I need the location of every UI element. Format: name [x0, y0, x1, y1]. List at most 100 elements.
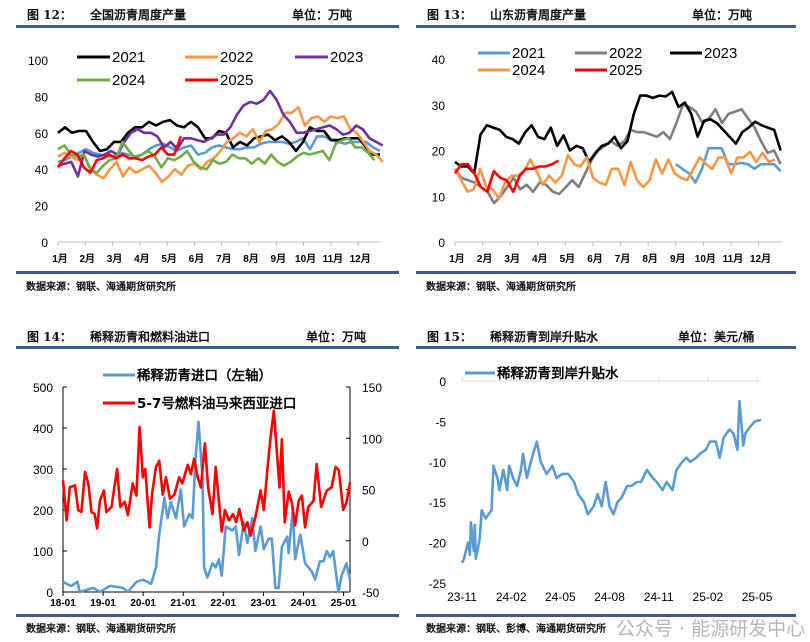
legend-label: 2023 — [330, 49, 363, 66]
footer-rule — [16, 271, 399, 274]
x-tick-label: 7月 — [615, 253, 631, 265]
series-line-2022 — [57, 106, 384, 184]
unit-label: 单位：万吨 — [292, 8, 353, 22]
y-tick-label: 0 — [438, 236, 445, 250]
legend-label: 2024 — [112, 72, 145, 89]
legend-label: 5-7号燃料油马来西亚进口 — [137, 395, 296, 412]
y2-tick-label: -50 — [362, 586, 380, 600]
wechat-watermark: 公众号 · 能源研发中心 — [616, 618, 806, 640]
x-tick-label: 20-01 — [130, 598, 156, 609]
x-tick-label: 24-01 — [291, 598, 317, 609]
x-tick-label: 6月 — [189, 253, 205, 265]
chart-1 — [56, 55, 384, 246]
series-line-5-7号燃料油马来西亚进口 — [61, 409, 352, 537]
y-tick-label: -10 — [429, 456, 447, 470]
header-rule — [16, 346, 399, 349]
chart-4 — [460, 371, 762, 564]
x-tick-label: 12月 — [750, 253, 771, 265]
footer-rule — [416, 614, 796, 617]
x-tick-label: 5月 — [560, 253, 576, 265]
x-tick-label: 2月 — [80, 253, 96, 265]
series-line-2023 — [57, 89, 384, 178]
unit-label: 单位：万吨 — [692, 8, 753, 22]
header-rule — [16, 25, 399, 28]
y-tick-label: 60 — [35, 127, 49, 141]
x-tick-label: 25-05 — [742, 590, 773, 604]
chart-title: 稀释沥青和燃料油进口 — [90, 330, 211, 344]
x-tick-label: 5月 — [161, 253, 177, 265]
source-note: 数据来源：钢联、海通期货研究所 — [26, 624, 176, 635]
x-tick-label: 24-05 — [545, 590, 576, 604]
y-tick-label: 400 — [33, 422, 53, 436]
y-tick-label: -15 — [429, 496, 447, 510]
x-tick-label: 18-01 — [50, 598, 76, 609]
figure-number: 图 13： — [427, 8, 472, 22]
source-note: 数据来源：钢联、海通期货研究所 — [426, 282, 576, 293]
legend-label: 2024 — [512, 62, 545, 79]
series-line-2024 — [453, 150, 776, 200]
y2-tick-label: 100 — [362, 432, 382, 446]
x-tick-label: 23-01 — [251, 598, 277, 609]
series-line-2024 — [57, 137, 376, 175]
y-tick-label: 40 — [35, 163, 49, 177]
x-tick-label: 19-01 — [90, 598, 116, 609]
y2-tick-label: 150 — [362, 381, 382, 395]
series-line-稀释沥青到岸升贴水 — [460, 399, 762, 564]
y-tick-label: 100 — [28, 54, 48, 68]
footer-rule — [16, 614, 399, 617]
x-tick-label: 1月 — [449, 253, 465, 265]
x-tick-label: 25-01 — [331, 598, 357, 609]
source-note: 数据来源：钢联、彭博、海通期货研究所 — [426, 624, 606, 635]
legend-label: 2025 — [220, 72, 253, 89]
legend-label: 2022 — [609, 45, 642, 62]
y-tick-label: 100 — [33, 545, 53, 559]
legend-label: 2023 — [704, 45, 737, 62]
x-tick-label: 3月 — [107, 253, 123, 265]
x-tick-label: 24-02 — [496, 590, 527, 604]
figure-number: 图 12： — [27, 8, 72, 22]
x-tick-label: 2月 — [477, 253, 493, 265]
series-line-2023 — [454, 90, 782, 175]
y-tick-label: -5 — [435, 415, 446, 429]
x-tick-label: 21-01 — [170, 598, 196, 609]
chart-title: 稀释沥青到岸升贴水 — [490, 330, 599, 344]
header-rule — [416, 25, 796, 28]
unit-label: 单位：万吨 — [306, 330, 367, 344]
series-line-2025 — [453, 159, 560, 193]
legend-label: 稀释沥青进口（左轴） — [137, 367, 272, 384]
y-tick-label: 20 — [35, 200, 49, 214]
legend-label: 稀释沥青到岸升贴水 — [497, 365, 619, 382]
x-tick-label: 12月 — [350, 253, 371, 265]
x-tick-label: 6月 — [587, 253, 603, 265]
header-rule — [416, 346, 796, 349]
x-tick-label: 11月 — [723, 253, 744, 265]
y-tick-label: -20 — [429, 537, 447, 551]
series-line-稀释沥青进口（左轴） — [62, 420, 352, 594]
legend-label: 2021 — [112, 49, 145, 66]
y-tick-label: 40 — [432, 53, 446, 67]
x-tick-label: 10月 — [295, 253, 316, 265]
y-tick-label: 500 — [33, 381, 53, 395]
x-tick-label: 24-08 — [594, 590, 625, 604]
chart-title: 山东沥青周度产量 — [490, 8, 587, 22]
chart-3 — [61, 373, 352, 596]
legend-label: 2022 — [220, 49, 253, 66]
x-tick-label: 3月 — [504, 253, 520, 265]
x-tick-label: 9月 — [271, 253, 287, 265]
y-tick-label: 0 — [41, 236, 48, 250]
series-line-2021 — [57, 118, 380, 156]
y-tick-label: 0 — [439, 375, 446, 389]
x-tick-label: 8月 — [243, 253, 259, 265]
y-tick-label: 200 — [33, 504, 53, 518]
legend-label: 2025 — [609, 62, 642, 79]
y-tick-label: 300 — [33, 463, 53, 477]
y-tick-label: 80 — [35, 90, 49, 104]
y-tick-label: 0 — [46, 586, 53, 600]
y-tick-label: -25 — [429, 577, 447, 591]
x-tick-label: 9月 — [670, 253, 686, 265]
y2-tick-label: 50 — [362, 484, 376, 498]
figure-number: 图 15： — [427, 330, 472, 344]
x-tick-label: 8月 — [642, 253, 658, 265]
